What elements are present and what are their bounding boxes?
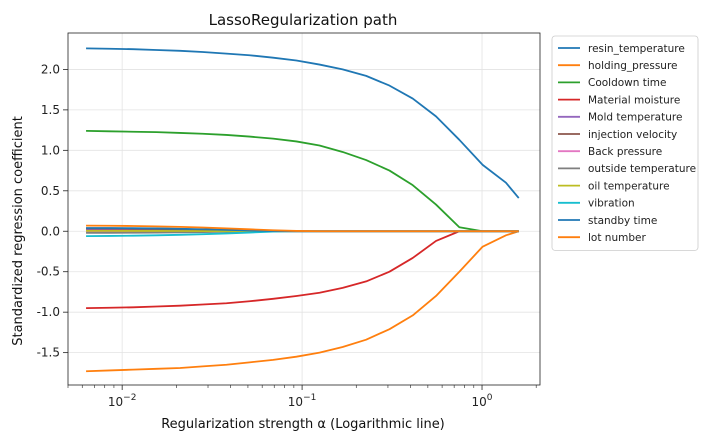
y-tick-label: -1.5 [37, 346, 60, 360]
legend-label: resin_temperature [588, 43, 685, 55]
y-tick-label: 2.0 [41, 62, 60, 76]
legend-label: oil temperature [588, 180, 670, 192]
x-axis-ticks: 10−2 10−1 100 [67, 385, 537, 409]
y-tick-label: 1.0 [41, 143, 60, 157]
x-tick-exponent: −1 [303, 393, 316, 403]
legend-label: Cooldown time [588, 77, 667, 89]
x-tick-label: 10−2 [108, 393, 137, 409]
series-line-2 [86, 130, 519, 233]
x-tick-label: 10−1 [288, 393, 317, 409]
legend-label: Back pressure [588, 146, 662, 158]
y-tick-label: 0.0 [41, 224, 60, 238]
y-axis-title: Standardized regression coefficient [11, 116, 26, 346]
legend-label: Mold temperature [588, 112, 682, 124]
x-tick-exponent: −2 [123, 393, 136, 403]
legend-label: vibration [588, 198, 635, 210]
y-tick-label: -1.0 [37, 305, 60, 319]
y-tick-label: -0.5 [37, 265, 60, 279]
legend-label: lot number [588, 232, 646, 244]
series-line-1 [86, 230, 520, 373]
legend-label: standby time [588, 215, 657, 227]
legend: resin_temperature holding_pressure Cooldow… [551, 35, 699, 251]
x-tick-base: 10 [288, 395, 303, 409]
x-tick-base: 10 [472, 395, 487, 409]
y-tick-label: 1.5 [41, 103, 60, 117]
grid [68, 33, 540, 385]
plot-area-frame [67, 32, 541, 386]
series-line-0 [86, 47, 520, 199]
x-tick-label: 100 [472, 393, 493, 409]
x-axis-title: Regularization strength α (Logarithmic l… [161, 417, 445, 432]
y-axis-ticks: 2.0 1.5 1.0 0.5 0.0 -0.5 -1.0 -1.5 [37, 62, 68, 360]
legend-label: injection velocity [588, 129, 677, 141]
legend-label: holding_pressure [588, 60, 678, 72]
legend-box [551, 35, 699, 251]
legend-label: Material moisture [588, 94, 680, 106]
series-line-3 [86, 230, 519, 310]
series-line-11 [86, 224, 519, 233]
series-lines [86, 47, 520, 373]
x-tick-base: 10 [108, 395, 123, 409]
chart-title: LassoRegularization path [209, 11, 398, 29]
y-tick-label: 0.5 [41, 184, 60, 198]
x-tick-exponent: 0 [487, 393, 493, 403]
legend-label: outside temperature [588, 163, 696, 175]
